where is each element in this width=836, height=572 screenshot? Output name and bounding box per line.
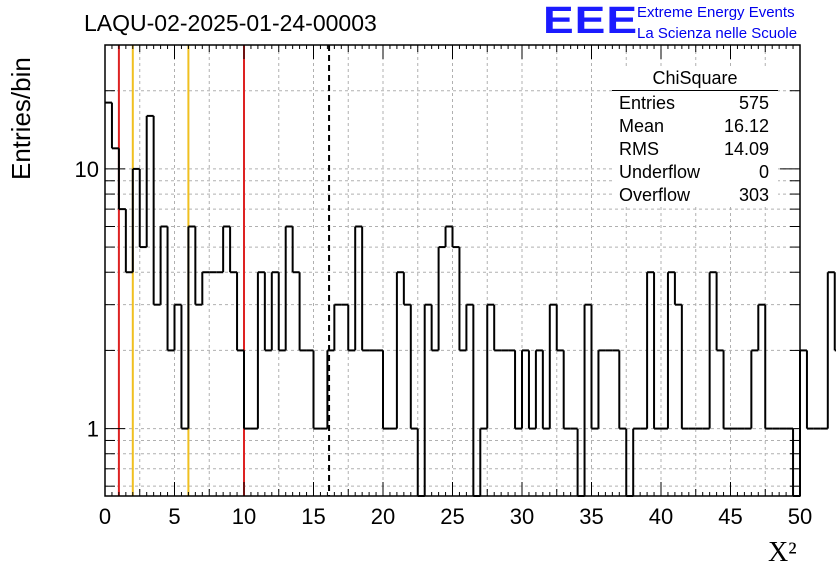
histogram-series bbox=[105, 101, 836, 497]
tick-labels: 0 5 10 15 20 25 30 35 40 45 50 1 10 bbox=[75, 157, 813, 529]
x-tick-label: 40 bbox=[649, 504, 673, 529]
stats-value: 14.09 bbox=[723, 139, 769, 159]
stats-row-underflow: Underflow 0 bbox=[619, 162, 769, 184]
stats-title: ChiSquare bbox=[652, 68, 738, 88]
stats-label: Entries bbox=[619, 93, 676, 113]
stats-value: 303 bbox=[738, 185, 769, 205]
y-tick-label: 10 bbox=[75, 157, 99, 182]
stats-value: 575 bbox=[738, 93, 769, 113]
x-tick-label: 50 bbox=[788, 504, 812, 529]
axis-ticks bbox=[104, 44, 801, 496]
chart-title: LAQU-02-2025-01-24-00003 bbox=[84, 10, 377, 36]
x-tick-label: 35 bbox=[579, 504, 603, 529]
stats-label: RMS bbox=[619, 139, 659, 159]
stats-value: 0 bbox=[758, 162, 769, 182]
stats-box: ChiSquare Entries 575 Mean 16.12 RMS 14.… bbox=[612, 66, 778, 206]
x-tick-label: 10 bbox=[232, 504, 256, 529]
stats-row-overflow: Overflow 303 bbox=[619, 185, 769, 207]
eee-logo: EEE bbox=[543, 0, 639, 42]
stats-label: Overflow bbox=[619, 185, 691, 205]
x-axis-label: X² bbox=[768, 537, 797, 568]
x-tick-label: 25 bbox=[440, 504, 464, 529]
x-tick-label: 0 bbox=[99, 504, 111, 529]
stats-value: 16.12 bbox=[723, 116, 769, 136]
x-tick-label: 20 bbox=[371, 504, 395, 529]
x-tick-label: 45 bbox=[718, 504, 742, 529]
stats-title-underline bbox=[612, 90, 778, 91]
stats-row-entries: Entries 575 bbox=[619, 93, 769, 115]
stats-label: Underflow bbox=[619, 162, 701, 182]
stats-label: Mean bbox=[619, 116, 665, 136]
x-tick-label: 15 bbox=[301, 504, 325, 529]
x-tick-label: 5 bbox=[168, 504, 180, 529]
stats-row-rms: RMS 14.09 bbox=[619, 139, 769, 161]
y-tick-label: 1 bbox=[87, 417, 99, 442]
logo-line-1: Extreme Energy Events bbox=[637, 4, 795, 21]
y-axis-label: Entries/bin bbox=[6, 57, 36, 180]
logo-line-2: La Scienza nelle Scuole bbox=[637, 25, 798, 42]
stats-row-mean: Mean 16.12 bbox=[619, 116, 769, 138]
x-tick-label: 30 bbox=[510, 504, 534, 529]
